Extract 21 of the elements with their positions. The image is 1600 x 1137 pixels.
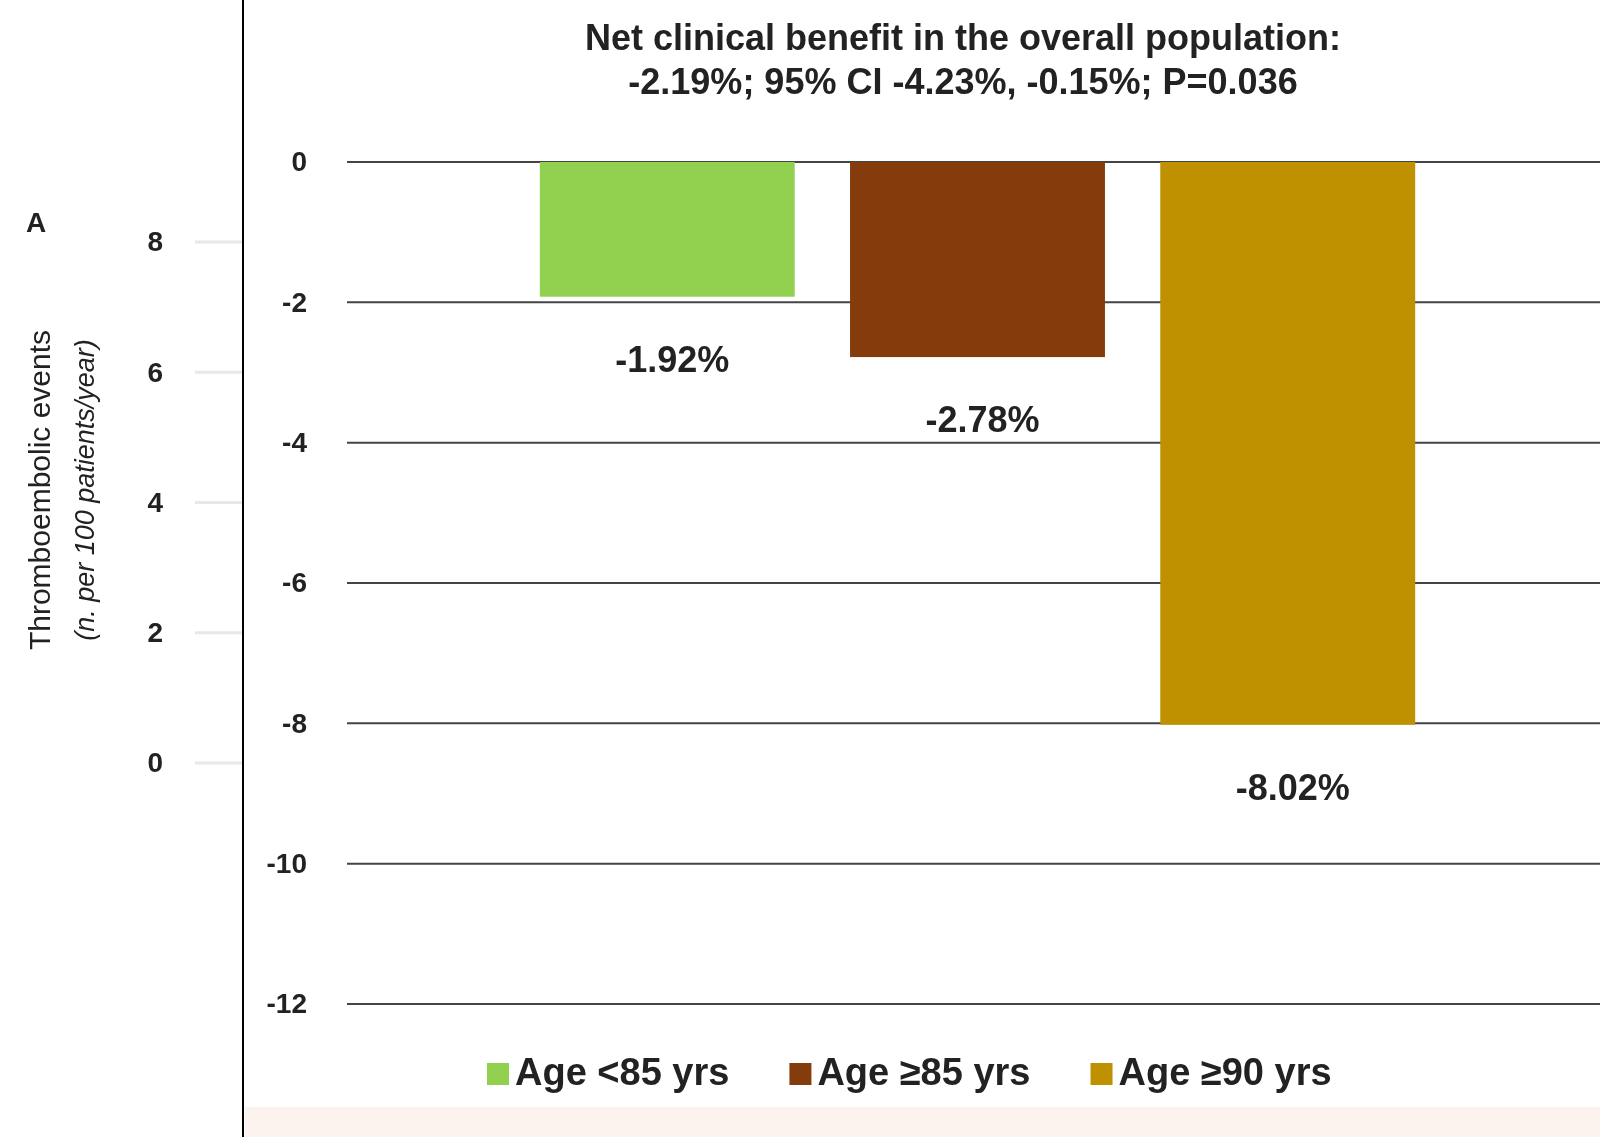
- y-tick-label: -4: [282, 427, 308, 459]
- y-tick-label: -8: [282, 707, 307, 739]
- text: A: [25, 207, 47, 238]
- y-tick-label: -2: [282, 286, 307, 318]
- y-tick-label: -6: [282, 567, 307, 599]
- y2-tick-label: 6: [147, 356, 163, 388]
- y2-tick-label: 0: [147, 747, 163, 779]
- data-label: -1.92%: [615, 338, 730, 380]
- legend-label: Age <85 yrs: [515, 1051, 730, 1093]
- y2-tick-label: 2: [147, 617, 163, 649]
- legend-label: Age ≥85 yrs: [817, 1051, 1031, 1093]
- chart-title: Net clinical benefit in the overall population: -2.19%; 95% CI -4.23%, -0.15%; P=0.036: [584, 17, 1342, 102]
- data-label: -2.78%: [925, 399, 1040, 441]
- y-tick-label: -10: [266, 848, 307, 880]
- y-tick-label: 0: [291, 146, 307, 178]
- y2-tick-label: 8: [147, 226, 163, 258]
- y2-tick-label: 4: [147, 486, 164, 518]
- y2-axis-title: Thromboembolic events (n. per 100 patients/year): [23, 329, 100, 651]
- data-label: -8.02%: [1235, 766, 1350, 808]
- legend-label: Age ≥90 yrs: [1118, 1051, 1332, 1093]
- y-tick-label: -12: [266, 988, 307, 1020]
